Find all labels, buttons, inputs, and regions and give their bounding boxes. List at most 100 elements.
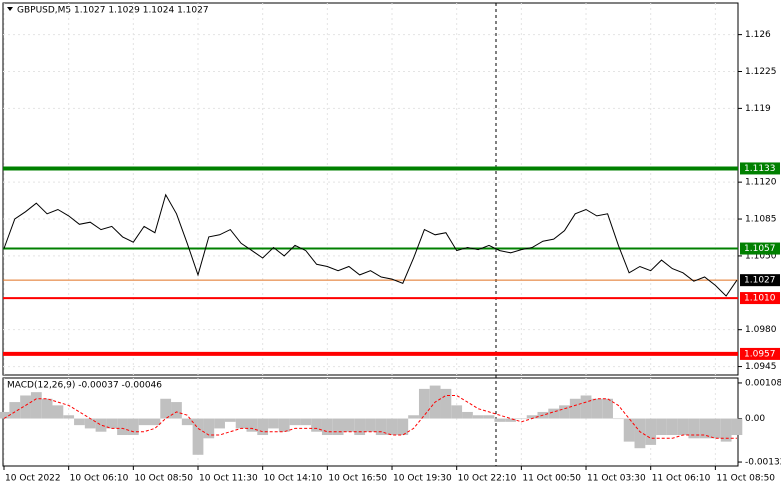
x-tick-label: 11 Oct 03:30: [587, 474, 646, 484]
macd-bar: [354, 418, 366, 436]
macd-bar: [656, 418, 667, 436]
macd-y-tick-label: -0.00132: [745, 458, 781, 468]
macd-bar: [289, 418, 301, 426]
y-tick-label: 1.126: [745, 30, 771, 40]
macd-bar: [160, 398, 172, 419]
macd-bar: [268, 418, 279, 429]
macd-bar: [634, 418, 646, 449]
x-tick-label: 10 Oct 11:30: [199, 474, 258, 484]
macd-bar: [74, 418, 85, 426]
y-tick-label: 1.1120: [745, 178, 777, 188]
macd-bar: [203, 418, 215, 439]
macd-bar: [192, 418, 204, 455]
level-label-bg: [740, 162, 780, 175]
macd-bar: [677, 418, 689, 436]
macd-bar: [20, 395, 31, 419]
macd-bar: [257, 418, 269, 436]
macd-bar: [181, 418, 193, 426]
x-tick-label: 10 Oct 08:50: [134, 474, 193, 484]
macd-bar: [709, 418, 721, 439]
macd-bar: [224, 418, 236, 422]
level-label: 1.1010: [744, 294, 776, 304]
macd-bar: [559, 405, 570, 419]
macd-bar: [95, 418, 107, 432]
macd-y-tick-label: 0.00108: [745, 378, 781, 388]
level-label: 1.1133: [744, 164, 776, 174]
x-tick-label: 11 Oct 00:50: [522, 474, 581, 484]
macd-bar: [462, 411, 473, 419]
y-tick-label: 1.1050: [745, 251, 777, 261]
x-tick-label: 10 Oct 22:10: [458, 474, 517, 484]
chart-title: GBPUSD,M5 1.1027 1.1029 1.1024 1.1027: [17, 6, 209, 16]
macd-bar: [472, 415, 484, 419]
macd-bar: [278, 418, 290, 432]
macd-bar: [106, 418, 118, 429]
macd-bar: [731, 418, 743, 436]
macd-bar: [569, 398, 581, 419]
macd-bar: [0, 411, 10, 419]
macd-bar: [41, 398, 53, 419]
macd-bar: [30, 392, 42, 419]
macd-bar: [235, 418, 247, 429]
macd-bar: [526, 415, 538, 419]
x-tick-label: 10 Oct 14:10: [264, 474, 323, 484]
macd-bar: [9, 402, 21, 419]
macd-bar: [52, 405, 64, 419]
level-label: 1.0957: [744, 349, 776, 359]
macd-bar: [515, 418, 527, 420]
macd-bar: [645, 418, 657, 445]
macd-bar: [666, 418, 678, 436]
macd-bar: [612, 418, 624, 420]
macd-bar: [494, 418, 506, 422]
level-label-bg: [740, 242, 780, 255]
macd-bar: [591, 398, 603, 419]
macd-y-tick-label: 0.00: [745, 414, 765, 424]
macd-bar: [246, 418, 258, 432]
x-tick-label: 10 Oct 19:30: [393, 474, 452, 484]
y-tick-label: 1.0945: [745, 362, 777, 372]
macd-bar: [343, 418, 355, 432]
macd-bar: [699, 418, 710, 439]
y-tick-label: 1.0980: [745, 325, 777, 335]
macd-bar: [171, 402, 182, 419]
macd-title: MACD(12,26,9) -0.00037 -0.00046: [7, 381, 162, 391]
level-label: 1.1057: [744, 244, 776, 254]
macd-bar: [451, 405, 463, 419]
y-tick-label: 1.1085: [745, 215, 777, 225]
macd-bar: [397, 418, 409, 436]
macd-bar: [408, 415, 419, 419]
x-tick-label: 10 Oct 2022: [5, 474, 61, 484]
macd-signal-line: [3, 395, 737, 439]
macd-bar: [84, 418, 96, 429]
collapse-icon: [7, 7, 13, 11]
macd-bar: [214, 418, 225, 429]
level-label-bg: [740, 292, 780, 305]
macd-bar: [688, 418, 700, 439]
macd-bar: [117, 418, 128, 436]
macd-bar: [332, 418, 344, 436]
macd-bar: [580, 395, 592, 419]
x-tick-label: 10 Oct 06:10: [70, 474, 129, 484]
macd-bar: [483, 415, 495, 419]
macd-bar: [63, 415, 75, 419]
y-tick-label: 1.1225: [745, 67, 777, 77]
x-tick-label: 11 Oct 08:50: [716, 474, 775, 484]
macd-bar: [311, 418, 322, 432]
macd-bar: [505, 418, 516, 422]
level-label-bg: [740, 347, 780, 360]
macd-bar: [440, 388, 452, 419]
y-tick-label: 1.119: [745, 104, 771, 114]
x-tick-label: 10 Oct 16:50: [328, 474, 387, 484]
macd-bar: [623, 418, 635, 442]
level-label-bg: [740, 274, 780, 287]
macd-bar: [548, 408, 560, 419]
macd-bar: [321, 418, 333, 436]
macd-bar: [138, 418, 150, 426]
macd-bar: [418, 388, 430, 419]
macd-bar: [375, 418, 387, 436]
macd-bar: [386, 418, 398, 436]
macd-bar: [149, 418, 161, 426]
main-panel-frame: [2, 2, 739, 376]
